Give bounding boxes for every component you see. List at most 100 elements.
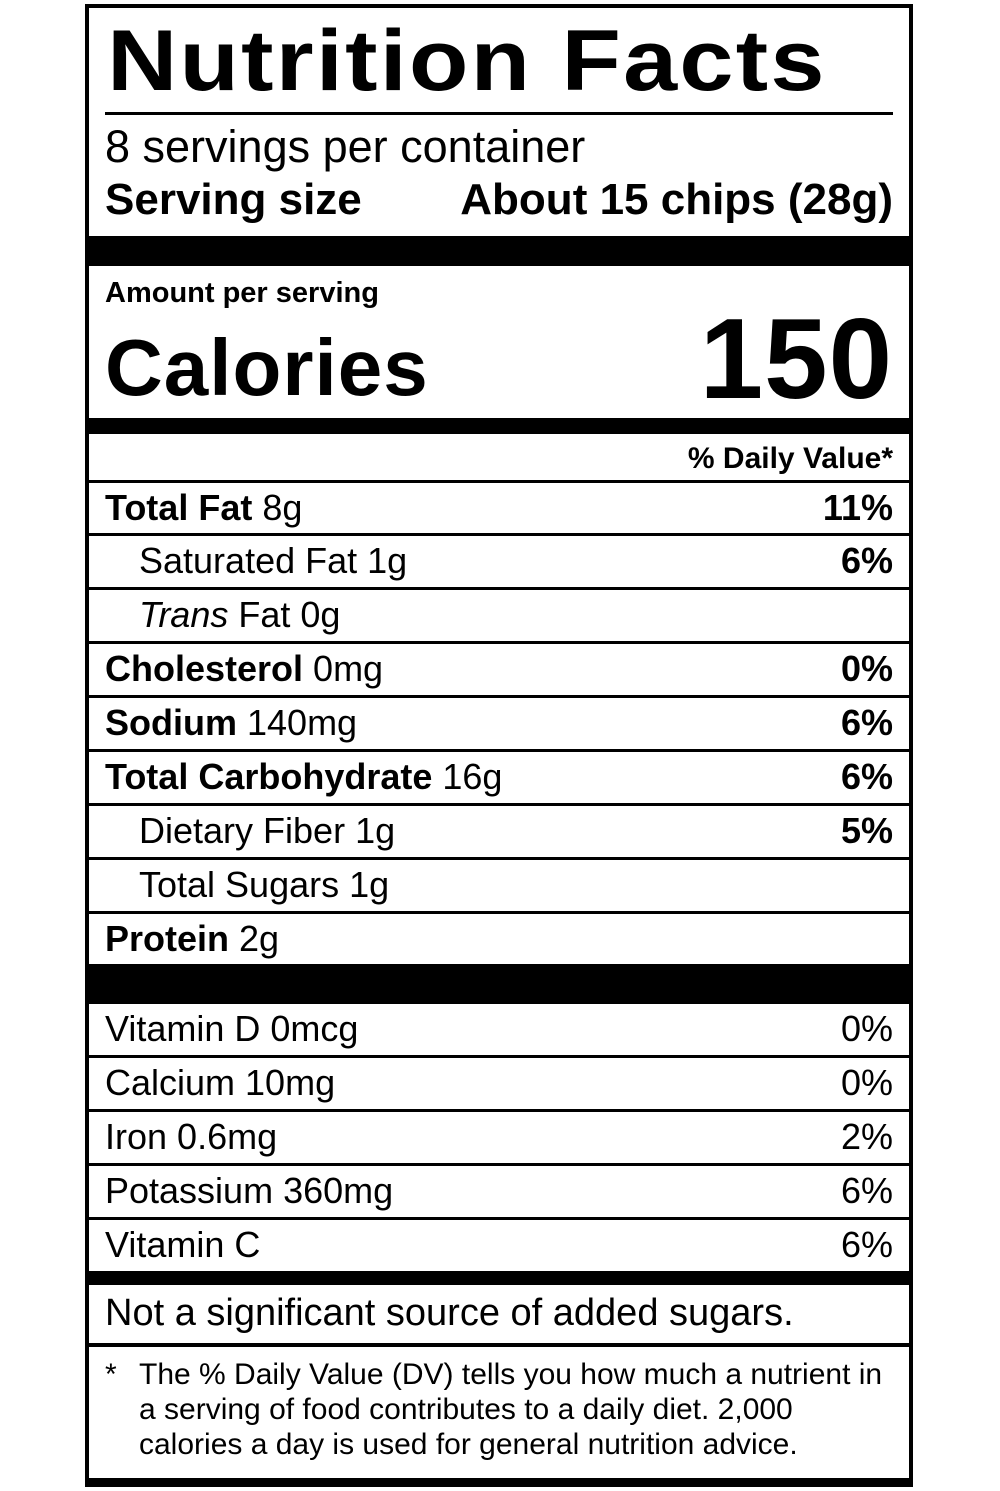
nutrient-dv: 6%: [840, 540, 893, 582]
amount-per-serving-label: Amount per serving: [105, 276, 379, 309]
nutrient-amount: 1g: [349, 863, 390, 905]
calories-label: Calories: [105, 322, 429, 412]
nutrient-name-amount: Cholesterol 0mg: [105, 648, 384, 690]
divider: [89, 748, 909, 752]
divider-above-footnote: [89, 1342, 909, 1347]
nutrient-name-amount: Sodium 140mg: [105, 702, 358, 744]
nutrient-name-amount: Total Sugars 1g: [139, 863, 390, 905]
nutrient-name-amount: Potassium 360mg: [105, 1170, 394, 1212]
divider: [89, 1055, 909, 1059]
nutrient-dv: 6%: [840, 1223, 893, 1265]
added-sugars-note: Not a significant source of added sugars…: [105, 1291, 794, 1334]
divider: [89, 479, 909, 483]
micronutrient-row-vitamin-c: Vitamin C 6%: [89, 1220, 909, 1271]
daily-value-header: % Daily Value*: [687, 441, 893, 475]
micronutrient-row-iron: Iron 0.6mg 2%: [89, 1112, 909, 1163]
nutrient-row-sodium: Sodium 140mg 6%: [89, 698, 909, 749]
nutrient-row-dietary-fiber: Dietary Fiber 1g 5%: [89, 806, 909, 857]
nutrient-name: Total Sugars: [139, 863, 340, 905]
nutrient-amount: 16g: [442, 755, 503, 797]
nutrient-dv: 0%: [840, 648, 893, 690]
divider-under-title: [105, 112, 893, 116]
nutrient-row-protein: Protein 2g: [89, 914, 909, 965]
nutrient-name: Saturated Fat: [139, 540, 358, 582]
nutrient-row-total-carbohydrate: Total Carbohydrate 16g 6%: [89, 752, 909, 803]
divider: [89, 587, 909, 591]
nutrient-dv: 0%: [840, 1008, 893, 1050]
nutrient-amount: 140mg: [247, 702, 358, 744]
divider: [89, 856, 909, 860]
nutrition-facts-label: Nutrition Facts 8 servings per container…: [85, 4, 913, 1487]
nutrient-amount: 1g: [355, 809, 396, 851]
nutrient-name-amount: Trans Fat 0g: [139, 594, 341, 636]
micronutrient-row-potassium: Potassium 360mg 6%: [89, 1166, 909, 1217]
nutrient-dv: 6%: [840, 755, 893, 797]
nutrient-name-italic: Trans: [139, 594, 229, 636]
nutrient-name-amount: Iron 0.6mg: [105, 1116, 278, 1158]
nutrient-name-amount: Vitamin D 0mcg: [105, 1008, 359, 1050]
calories-value: 150: [699, 296, 893, 424]
nutrient-amount: 10mg: [245, 1062, 336, 1104]
nutrient-amount: 360mg: [283, 1170, 394, 1212]
medium-separator-bar: [89, 417, 909, 434]
divider: [89, 1163, 909, 1167]
footnote-asterisk: *: [105, 1357, 117, 1391]
nutrient-dv: 11%: [822, 486, 893, 528]
nutrient-amount: 0.6mg: [177, 1116, 278, 1158]
nutrient-row-total-fat: Total Fat 8g 11%: [89, 483, 909, 534]
divider: [89, 1216, 909, 1220]
nutrient-amount: 1g: [367, 540, 408, 582]
serving-size-row: Serving size About 15 chips (28g): [89, 173, 909, 236]
nutrient-dv: 0%: [840, 1062, 893, 1104]
nutrient-dv: 6%: [840, 702, 893, 744]
divider: [89, 802, 909, 806]
nutrient-row-cholesterol: Cholesterol 0mg 0%: [89, 644, 909, 695]
nutrient-name-amount: Calcium 10mg: [105, 1062, 336, 1104]
thick-separator-bar: [89, 964, 909, 1005]
nutrient-name: Dietary Fiber: [139, 809, 346, 851]
medium-separator-bar: [89, 1270, 909, 1285]
nutrient-dv: 2%: [840, 1116, 893, 1158]
nutrient-name: Fat: [238, 594, 291, 636]
nutrient-amount: 0mg: [313, 648, 384, 690]
nutrient-name-amount: Vitamin C: [105, 1223, 261, 1265]
nutrient-name: Vitamin C: [105, 1223, 261, 1265]
thick-separator-bar: [89, 235, 909, 266]
footnote-text: The % Daily Value (DV) tells you how muc…: [139, 1357, 883, 1461]
nutrient-name-amount: Dietary Fiber 1g: [139, 809, 396, 851]
nutrient-name-amount: Total Fat 8g: [105, 486, 303, 528]
nutrient-amount: 0mcg: [270, 1008, 359, 1050]
nutrient-name: Cholesterol: [105, 648, 304, 690]
calories-row: Calories 150: [89, 296, 909, 424]
nutrient-name: Total Carbohydrate: [105, 755, 433, 797]
nutrient-name-amount: Protein 2g: [105, 917, 280, 959]
micronutrient-row-calcium: Calcium 10mg 0%: [89, 1058, 909, 1109]
serving-size-value: About 15 chips (28g): [460, 175, 893, 225]
nutrient-name-amount: Saturated Fat 1g: [139, 540, 408, 582]
nutrient-dv: 5%: [840, 809, 893, 851]
nutrient-amount: 0g: [300, 594, 341, 636]
nutrient-name: Potassium: [105, 1170, 274, 1212]
divider: [89, 695, 909, 699]
serving-size-label: Serving size: [105, 175, 362, 225]
divider: [89, 1109, 909, 1113]
divider: [89, 641, 909, 645]
divider: [89, 910, 909, 914]
nutrient-name: Vitamin D: [105, 1008, 261, 1050]
nutrient-row-saturated-fat: Saturated Fat 1g 6%: [89, 536, 909, 587]
daily-value-footnote: * The % Daily Value (DV) tells you how m…: [89, 1347, 909, 1466]
micronutrient-row-vitamin-d: Vitamin D 0mcg 0%: [89, 1004, 909, 1055]
nutrient-name: Iron: [105, 1116, 168, 1158]
servings-per-container: 8 servings per container: [105, 121, 586, 173]
divider: [89, 533, 909, 537]
nutrient-name: Total Fat: [105, 486, 253, 528]
nutrient-name: Calcium: [105, 1062, 236, 1104]
nutrient-row-trans-fat: Trans Fat 0g: [89, 590, 909, 641]
nutrient-row-total-sugars: Total Sugars 1g: [89, 860, 909, 911]
nutrient-amount: 2g: [239, 917, 280, 959]
nutrient-name: Sodium: [105, 702, 237, 744]
nutrient-name: Protein: [105, 917, 230, 959]
nutrient-dv: 6%: [840, 1170, 893, 1212]
nutrient-name-amount: Total Carbohydrate 16g: [105, 755, 503, 797]
nutrient-amount: 8g: [262, 486, 303, 528]
